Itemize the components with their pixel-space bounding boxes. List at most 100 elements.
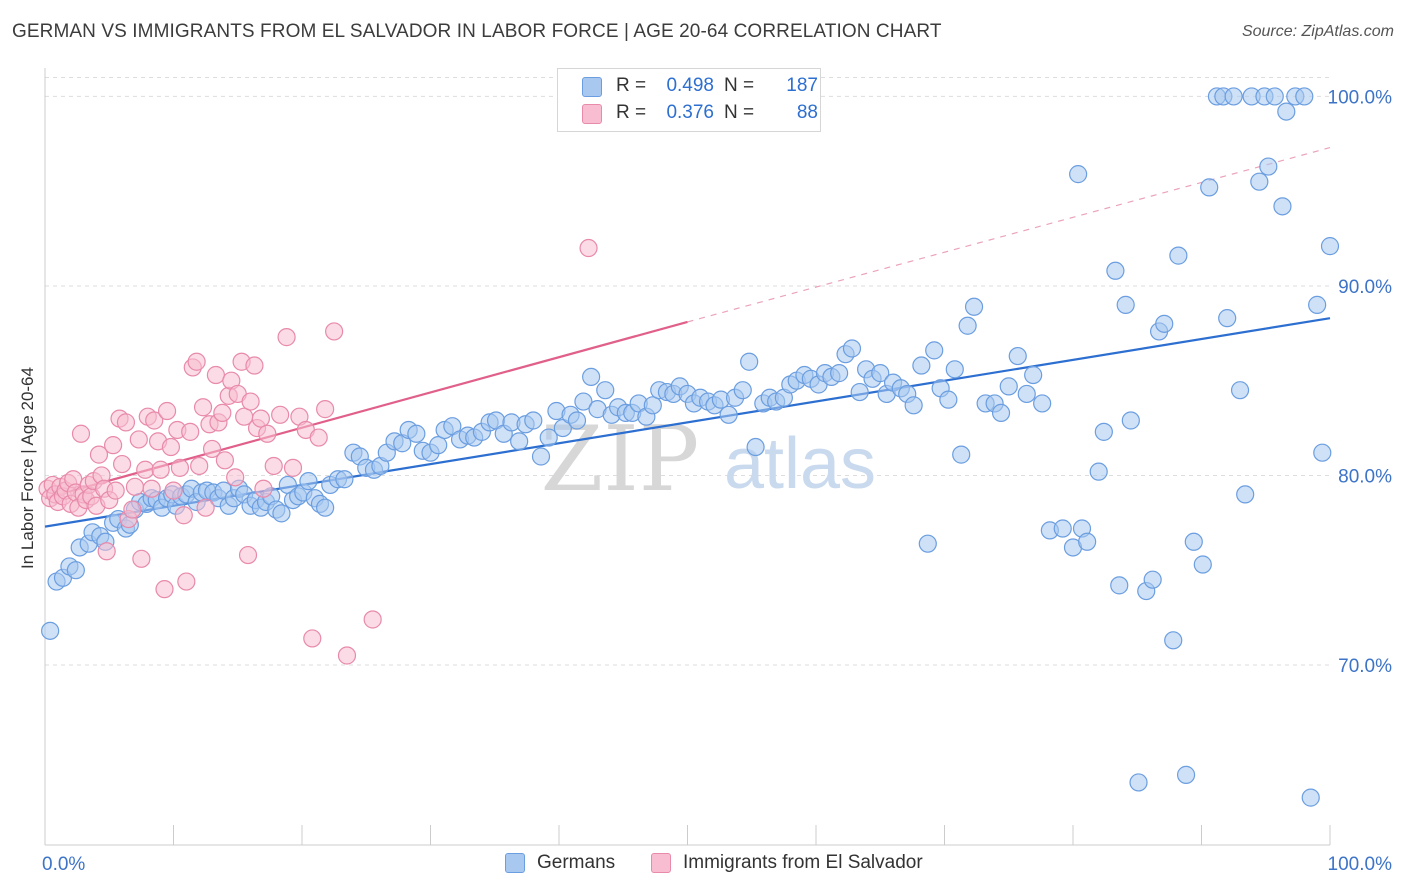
germans-point (964, 297, 984, 316)
germans-point (1176, 765, 1196, 784)
germans-point (1143, 570, 1162, 589)
chart-title: GERMAN VS IMMIGRANTS FROM EL SALVADOR IN… (12, 21, 942, 42)
germans-point (582, 367, 601, 387)
germans-point (524, 411, 543, 430)
el-salvador-point (283, 458, 303, 477)
el-salvador-point (251, 409, 270, 428)
germans-point (1053, 519, 1072, 538)
germans-point (1250, 172, 1269, 191)
germans-point (407, 424, 426, 443)
el-salvador-point (104, 436, 123, 455)
germans-point (1169, 246, 1188, 265)
series-el-salvador-points (38, 238, 598, 665)
germans-point (510, 432, 529, 451)
germans-point (1164, 631, 1183, 650)
el-salvador-point (579, 238, 598, 258)
el-salvador-point (123, 500, 142, 519)
germans-point (830, 364, 849, 383)
germans-point (733, 381, 752, 400)
x-tick-label: 0.0% (42, 854, 85, 875)
legend-r-value: 0.498 (666, 75, 714, 96)
germans-point (1295, 87, 1314, 106)
germans-point (999, 377, 1018, 396)
germans-point (429, 436, 448, 455)
el-salvador-point (170, 458, 190, 477)
germans-point (1218, 309, 1237, 328)
el-salvador-point (226, 468, 245, 487)
el-salvador-point (337, 646, 357, 665)
el-salvador-point (213, 403, 232, 423)
el-salvador-point (196, 498, 215, 517)
germans-point (643, 396, 662, 415)
germans-point (871, 364, 890, 383)
series-germans-points (41, 87, 1340, 807)
legend-n-label: N = (724, 75, 755, 96)
germans-point (1301, 788, 1320, 807)
germans-point (1106, 261, 1125, 280)
el-salvador-point (136, 460, 155, 479)
el-salvador-point (145, 411, 164, 430)
bottom-legend-swatch-el-salvador (651, 853, 671, 873)
legend-r-label: R = (616, 75, 647, 96)
germans-point (1089, 462, 1108, 481)
el-salvador-point (277, 328, 296, 347)
y-tick-label: 90.0% (1338, 277, 1392, 298)
germans-point (1224, 87, 1243, 106)
germans-point (299, 472, 318, 491)
el-salvador-point (112, 454, 132, 474)
el-salvador-point (155, 580, 174, 599)
el-salvador-point (206, 365, 226, 385)
el-salvador-point (254, 479, 273, 498)
germans-point (1078, 532, 1097, 551)
y-tick-label: 80.0% (1338, 466, 1392, 487)
legend-r-label: R = (616, 102, 647, 123)
legend-n-value: 88 (796, 102, 818, 123)
germans-point (918, 534, 937, 553)
germans-point (1277, 102, 1296, 121)
germans-point (316, 498, 335, 517)
germans-point (574, 392, 593, 411)
germans-point (1259, 157, 1278, 176)
el-salvador-point (151, 460, 170, 479)
el-salvador-point (125, 477, 145, 496)
el-salvador-point (174, 506, 193, 525)
bottom-legend-label-el-salvador: Immigrants from El Salvador (683, 852, 923, 873)
germans-point (958, 316, 977, 335)
el-salvador-point (164, 481, 183, 500)
el-salvador-point (193, 398, 213, 417)
germans-point (1236, 485, 1255, 504)
el-salvador-point (309, 428, 328, 447)
el-salvador-point (363, 610, 382, 629)
germans-point (596, 381, 615, 400)
gridlines (45, 76, 1330, 666)
germans-point (945, 360, 964, 379)
tick-labels: 70.0% 80.0% 90.0% 100.0% 0.0% 100.0% (42, 87, 1392, 875)
el-salvador-point (238, 545, 258, 565)
germans-point (1116, 295, 1135, 314)
axes (44, 68, 1331, 846)
y-tick-label: 100.0% (1328, 87, 1393, 108)
el-salvador-point (325, 322, 344, 341)
bottom-legend-label-germans: Germans (537, 852, 616, 873)
el-salvador-point (177, 572, 196, 591)
germans-point (335, 470, 354, 489)
el-salvador-point (106, 481, 125, 500)
germans-point (991, 403, 1011, 423)
el-salvador-point (97, 542, 116, 561)
germans-point (850, 382, 869, 402)
germans-point (746, 437, 765, 457)
el-salvador-point (190, 456, 209, 476)
germans-point (1033, 394, 1052, 413)
legend-swatch-el-salvador (582, 104, 602, 124)
el-salvador-point (245, 356, 264, 375)
legend-n-value: 187 (786, 75, 818, 96)
el-salvador-point (271, 405, 290, 424)
source-label: Source: ZipAtlas.com (1241, 23, 1394, 40)
el-salvador-point (258, 424, 277, 443)
germans-point (842, 339, 862, 358)
germans-point (1313, 443, 1332, 462)
germans-point (66, 561, 85, 580)
germans-point (939, 390, 958, 409)
germans-point (1308, 295, 1327, 314)
el-salvador-point (132, 549, 151, 568)
